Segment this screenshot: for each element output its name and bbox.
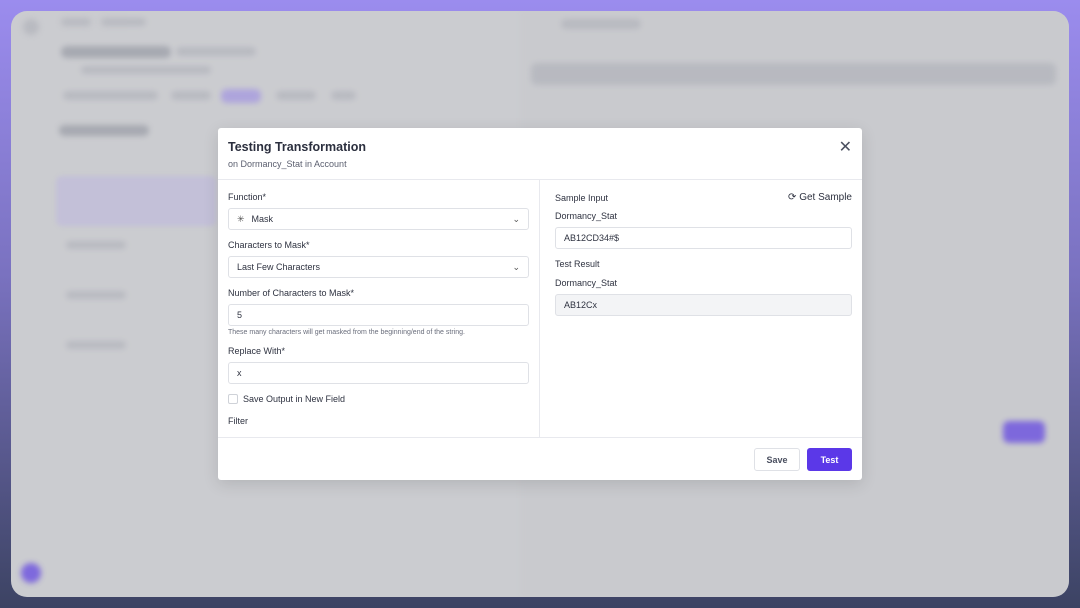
chevron-down-icon: ⌄: [512, 213, 520, 224]
function-select[interactable]: ✳ Mask ⌄: [228, 208, 529, 230]
replace-with-input[interactable]: x: [228, 362, 529, 384]
num-chars-label: Number of Characters to Mask*: [228, 288, 355, 298]
test-result-heading: Test Result: [555, 259, 600, 269]
save-output-label: Save Output in New Field: [243, 394, 346, 404]
sample-input-field[interactable]: AB12CD34#$: [555, 227, 852, 249]
transformation-form: Function* ✳ Mask ⌄ Characters to Mask* L…: [218, 180, 540, 437]
asterisk-icon: ✳: [237, 213, 245, 224]
save-output-checkbox[interactable]: Save Output in New Field: [228, 394, 529, 404]
chars-to-mask-value: Last Few Characters: [237, 262, 321, 272]
dialog-subtitle: on Dormancy_Stat in Account: [228, 159, 347, 169]
result-field-label: Dormancy_Stat: [555, 278, 618, 288]
dialog-header: Testing Transformation on Dormancy_Stat …: [218, 128, 862, 180]
save-button[interactable]: Save: [754, 448, 800, 471]
test-result-field: AB12Cx: [555, 294, 852, 316]
dialog-title: Testing Transformation: [228, 140, 366, 154]
chars-to-mask-select[interactable]: Last Few Characters ⌄: [228, 256, 529, 278]
sample-input-heading: Sample Input: [555, 192, 609, 203]
test-button[interactable]: Test: [807, 448, 852, 471]
get-sample-button[interactable]: ⟳ Get Sample: [788, 192, 852, 203]
num-chars-input[interactable]: 5: [228, 304, 529, 326]
dialog-footer: Save Test: [218, 437, 862, 480]
test-panel: Sample Input ⟳ Get Sample Dormancy_Stat …: [540, 180, 862, 437]
chevron-down-icon: ⌄: [512, 261, 520, 272]
sample-field-label: Dormancy_Stat: [555, 211, 618, 221]
close-icon[interactable]: ✕: [838, 139, 852, 156]
get-sample-label: Get Sample: [799, 192, 852, 203]
num-chars-help: These many characters will get masked fr…: [228, 329, 465, 336]
function-value: Mask: [251, 214, 274, 224]
refresh-icon: ⟳: [788, 192, 797, 203]
testing-transformation-dialog: Testing Transformation on Dormancy_Stat …: [218, 128, 862, 480]
checkbox-box[interactable]: [228, 394, 238, 404]
filter-label: Filter: [228, 416, 248, 426]
chars-to-mask-label: Characters to Mask*: [228, 240, 310, 250]
function-label: Function*: [228, 192, 267, 202]
replace-with-label: Replace With*: [228, 346, 286, 356]
